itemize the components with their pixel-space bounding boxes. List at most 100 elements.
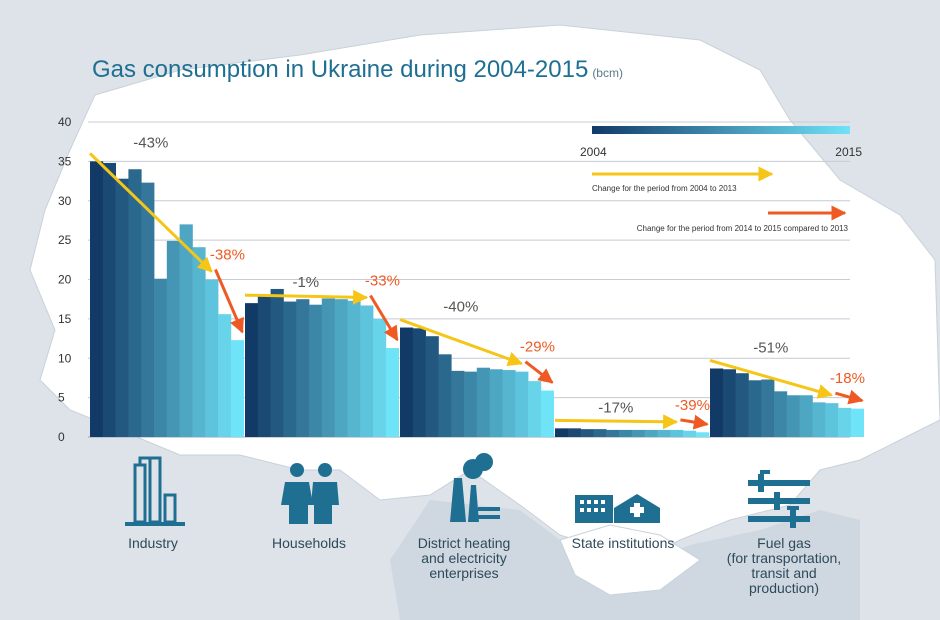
bar <box>102 162 116 437</box>
bar-group <box>90 161 244 437</box>
bar <box>735 373 749 437</box>
trend-arrow-2014-2015 <box>214 268 244 334</box>
trend-arrow-2004-2013 <box>88 152 213 273</box>
legend-start-year: 2004 <box>580 145 607 159</box>
change-label-2014-2015: -18% <box>830 370 865 387</box>
bar <box>567 428 581 437</box>
bars <box>90 161 864 437</box>
legend-red-label: Change for the period from 2014 to 2015 … <box>637 224 849 233</box>
chart-title: Gas consumption in Ukraine during 2004-2… <box>92 56 623 84</box>
bar <box>619 429 633 437</box>
y-tick-label: 0 <box>58 430 65 444</box>
bar <box>464 371 478 437</box>
change-label-2004-2013: -40% <box>443 299 478 316</box>
bar <box>786 395 800 437</box>
bar <box>425 336 439 437</box>
y-tick-label: 10 <box>58 351 72 365</box>
bar <box>799 395 813 437</box>
bar <box>230 340 244 437</box>
chart-title-text: Gas consumption in Ukraine during 2004-2… <box>92 56 589 83</box>
bar <box>283 301 297 437</box>
bar <box>205 279 219 437</box>
change-label-2004-2013: -17% <box>598 399 633 416</box>
bar <box>644 429 658 437</box>
bar-group <box>400 327 554 437</box>
change-label-2004-2013: -1% <box>292 274 319 291</box>
y-tick-label: 25 <box>58 233 72 247</box>
bar <box>593 429 607 437</box>
bar <box>838 407 852 437</box>
state-institutions-icon <box>575 494 660 523</box>
bar <box>502 370 516 437</box>
change-label-2014-2015: -29% <box>520 339 555 356</box>
bar <box>245 303 259 437</box>
bar <box>528 381 542 437</box>
bar-group <box>245 288 399 437</box>
bar <box>722 369 736 437</box>
change-label-2014-2015: -33% <box>365 272 400 289</box>
industry-icon <box>125 456 185 526</box>
bar <box>748 380 762 437</box>
bar <box>373 318 387 437</box>
category-label: District heating and electricity enterpr… <box>417 535 511 581</box>
bar <box>451 370 465 437</box>
bar <box>90 161 104 437</box>
trend-arrow-2004-2013 <box>399 318 524 367</box>
change-arrows: -43% -38% -1% -33% -40% -29% -17% -39% -51% -18% <box>88 134 865 430</box>
bar <box>438 354 452 437</box>
trend-arrow-2014-2015 <box>835 389 864 405</box>
y-axis: 0 5 10 15 20 25 30 35 40 <box>58 115 72 444</box>
bar-group <box>710 368 864 437</box>
bar <box>774 391 788 437</box>
bar <box>812 402 826 437</box>
bar <box>257 295 271 437</box>
bar <box>540 390 554 437</box>
bar <box>334 299 348 437</box>
y-tick-label: 5 <box>58 391 65 405</box>
bar <box>321 298 335 437</box>
bar <box>761 379 775 437</box>
bar <box>218 314 232 437</box>
bar <box>695 432 709 437</box>
category-icons <box>125 453 810 528</box>
legend: 2004 2015 Change for the period from 200… <box>580 126 862 233</box>
bar <box>347 300 361 437</box>
bar <box>710 368 724 437</box>
bar <box>270 288 284 437</box>
bar <box>128 169 142 437</box>
bar <box>555 428 569 437</box>
bar <box>400 327 414 437</box>
map-sea-region <box>390 500 860 620</box>
y-tick-label: 20 <box>58 273 72 287</box>
bar <box>606 429 620 437</box>
change-label-2004-2013: -51% <box>753 339 788 356</box>
bar <box>515 371 529 437</box>
bar <box>412 328 426 437</box>
bar <box>825 403 839 437</box>
y-tick-label: 35 <box>58 154 72 168</box>
fuel-gas-icon <box>748 470 810 528</box>
bar <box>192 247 206 437</box>
map-crimea <box>559 524 701 596</box>
trend-arrow-2004-2013 <box>554 414 679 430</box>
trend-arrow-2014-2015 <box>369 294 399 342</box>
bar <box>683 430 697 437</box>
bar-group <box>555 428 709 437</box>
district-heating-icon <box>450 453 500 522</box>
households-icon <box>281 463 339 524</box>
legend-yellow-label: Change for the period from 2004 to 2013 <box>592 184 737 193</box>
legend-end-year: 2015 <box>835 145 862 159</box>
y-tick-label: 30 <box>58 194 72 208</box>
y-tick-label: 15 <box>58 312 72 326</box>
bar <box>657 429 671 437</box>
bar <box>166 240 180 437</box>
trend-arrow-2014-2015 <box>680 414 709 430</box>
bar <box>631 429 645 437</box>
category-label: Fuel gas (for transportation, transit an… <box>726 535 842 596</box>
bar <box>489 369 503 437</box>
trend-arrow-2004-2013 <box>244 289 369 305</box>
bar <box>476 367 490 437</box>
bar <box>154 278 168 437</box>
